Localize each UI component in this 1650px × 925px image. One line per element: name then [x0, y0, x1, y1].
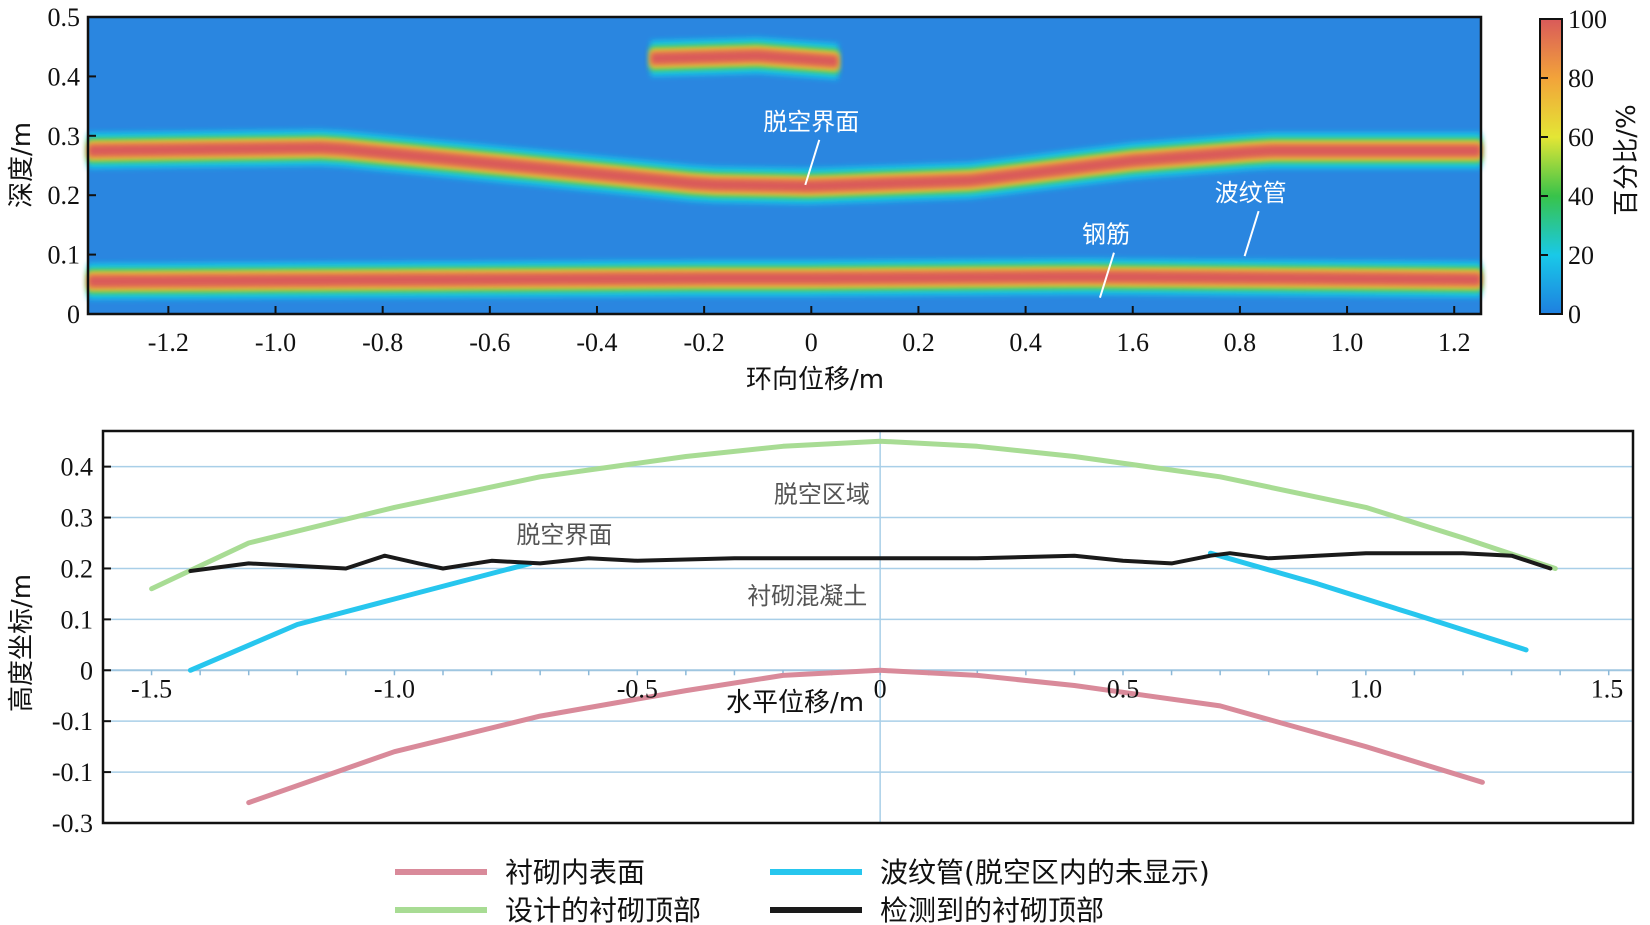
legend-label-2: 波纹管(脱空区内的未显示)	[880, 856, 1210, 889]
heatmap-x-tick-label: -1.2	[148, 328, 189, 357]
heatmap-frame	[86, 15, 1483, 316]
heatmap-annotation: 钢筋	[1082, 221, 1130, 249]
line-series-0-segment-0	[246, 667, 1485, 806]
colorbar-tick-label: 80	[1568, 64, 1594, 93]
colorbar-tick-label: 60	[1568, 123, 1594, 152]
heatmap-y-tick-label: 0	[67, 300, 80, 329]
colorbar-label: 百分比/%	[1612, 104, 1642, 215]
heatmap-x-tick-label: 0.2	[902, 328, 935, 357]
line-annotation: 衬砌混凝土	[747, 582, 867, 610]
line-plot-frame	[101, 429, 1635, 825]
line-x-label: 水平位移/m	[726, 688, 864, 718]
heatmap-annotation-pointer	[1243, 210, 1260, 257]
heatmap-band-rebar-layer-4	[88, 270, 1481, 288]
line-y-tick-label: 0.2	[61, 554, 94, 583]
heatmap-annotation-pointer	[1099, 252, 1115, 299]
heatmap-annotation: 脱空界面	[763, 108, 859, 136]
line-x-tick-label: -1.5	[131, 674, 172, 703]
line-chart: -1.5 -1.0 -0.5 0 0.5 1.0 1.5 0.4 0.3 0.2 0.1 0 -0.1…	[7, 429, 1635, 838]
line-series-3-segment-0	[188, 551, 1553, 573]
line-y-tick-label: -0.3	[52, 809, 93, 838]
line-x-tick-label: -0.5	[617, 674, 658, 703]
line-y-tick-label: 0	[80, 656, 93, 685]
heatmap-band-debond-interface-layer-4	[88, 141, 1481, 193]
heatmap-x-tick-label: 1.6	[1117, 328, 1150, 357]
colorbar-tick-label: 40	[1568, 182, 1594, 211]
heatmap-y-ticks: 0 0.1 0.2 0.3 0.4 0.5	[48, 3, 96, 329]
line-y-label: 高度坐标/m	[7, 574, 37, 712]
heatmap-y-tick-label: 0.4	[48, 62, 81, 91]
heatmap-annotation-pointer	[804, 139, 821, 186]
line-x-tick-label: 0.5	[1107, 674, 1140, 703]
heatmap-chart: -1.2 -1.0 -0.8 -0.6 -0.4 -0.2 0 0.2 0.4 1.6 0.8 1.0…	[7, 3, 1642, 395]
line-series-2-segment-0	[187, 560, 533, 673]
line-y-tick-label: -0.1	[52, 707, 93, 736]
heatmap-bands	[88, 37, 1481, 300]
heatmap-y-tick-label: 0.5	[48, 3, 81, 32]
line-x-tick-label: -1.0	[374, 674, 415, 703]
heatmap-x-label: 环向位移/m	[746, 365, 884, 395]
heatmap-y-tick-label: 0.3	[48, 122, 81, 151]
heatmap-band-top-arc-layer-4	[650, 49, 839, 68]
heatmap-x-tick-label: -0.2	[684, 328, 725, 357]
legend-label-0: 衬砌内表面	[505, 856, 645, 889]
line-y-tick-label: 0.4	[61, 453, 94, 482]
heatmap-y-tick-label: 0.1	[48, 241, 81, 270]
heatmap-x-tick-label: 1.0	[1331, 328, 1364, 357]
colorbar-tick-label: 100	[1568, 5, 1607, 34]
line-series-1-segment-0	[149, 438, 1558, 592]
heatmap-y-label: 深度/m	[7, 122, 37, 208]
heatmap-x-tick-label: 0	[805, 328, 818, 357]
line-plot-area	[103, 431, 1633, 823]
line-annotation: 脱空区域	[774, 480, 870, 508]
heatmap-x-tick-label: -1.0	[255, 328, 296, 357]
line-x-tick-label: 1.0	[1350, 674, 1383, 703]
line-y-tick-label: 0.3	[61, 504, 94, 533]
line-annotation: 脱空界面	[516, 521, 612, 549]
heatmap-annotation: 波纹管	[1215, 179, 1287, 207]
legend-label-1: 设计的衬砌顶部	[505, 894, 701, 925]
heatmap-x-tick-label: -0.8	[362, 328, 403, 357]
line-x-tick-label: 0	[874, 674, 887, 703]
heatmap-x-ticks: -1.2 -1.0 -0.8 -0.6 -0.4 -0.2 0 0.2 0.4 1.6 0.8 1.0…	[148, 306, 1471, 357]
heatmap-x-tick-label: 0.4	[1009, 328, 1042, 357]
heatmap-x-tick-label: -0.4	[576, 328, 617, 357]
heatmap-y-tick-label: 0.2	[48, 181, 81, 210]
colorbar	[1539, 18, 1563, 315]
colorbar-tick-label: 0	[1568, 300, 1581, 329]
line-y-tick-label: 0.1	[61, 605, 94, 634]
line-series-2-segment-1	[1207, 550, 1529, 653]
heatmap-x-tick-label: 1.2	[1438, 328, 1471, 357]
heatmap-x-tick-label: -0.6	[469, 328, 510, 357]
line-y-tick-label: -0.1	[52, 758, 93, 787]
heatmap-x-tick-label: 0.8	[1224, 328, 1257, 357]
line-y-ticks: 0.4 0.3 0.2 0.1 0 -0.1 -0.1 -0.3	[52, 453, 111, 838]
legend-label-3: 检测到的衬砌顶部	[880, 894, 1104, 925]
colorbar-ticks: 0 20 40 60 80 100	[1540, 5, 1607, 329]
line-x-ticks: -1.5 -1.0 -0.5 0 0.5 1.0 1.5	[131, 674, 1623, 703]
line-x-tick-label: 1.5	[1591, 674, 1624, 703]
line-series-group	[149, 438, 1558, 806]
colorbar-tick-label: 20	[1568, 241, 1594, 270]
